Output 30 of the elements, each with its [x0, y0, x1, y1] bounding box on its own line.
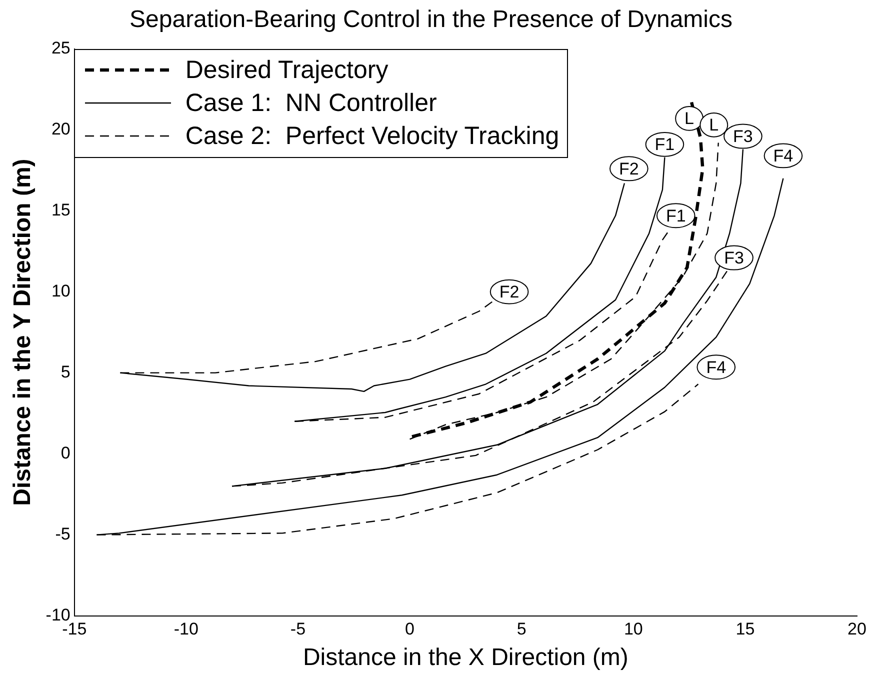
- x-axis-title: Distance in the X Direction (m): [302, 644, 628, 672]
- y-tick-label: 20: [51, 119, 70, 138]
- y-tick-label: 15: [51, 200, 70, 220]
- annotation: F3: [733, 126, 753, 146]
- annotation: F1: [654, 135, 675, 154]
- legend-label: Case 1: NN Controller: [185, 88, 437, 118]
- x-tick-label: -10: [174, 620, 198, 639]
- x-tick-label: 5: [516, 620, 526, 639]
- annotation: F4: [773, 146, 794, 166]
- x-tick-label: 15: [736, 620, 755, 639]
- chart-title: Separation-Bearing Control in the Presence of Dynamics: [130, 6, 732, 34]
- annotation: L: [709, 116, 719, 135]
- legend-label: Desired Trajectory: [185, 56, 388, 85]
- legend-label: Case 2: Perfect Velocity Tracking: [185, 122, 560, 151]
- x-tick-label: -5: [290, 620, 306, 639]
- x-tick-label: 20: [848, 620, 866, 639]
- annotation: F3: [724, 248, 744, 268]
- y-tick-label: 25: [51, 38, 70, 58]
- annotation: F2: [618, 159, 639, 178]
- annotation: F2: [499, 282, 520, 302]
- y-tick-label: 5: [60, 362, 70, 382]
- x-tick-label: 10: [624, 620, 643, 639]
- y-tick-label: 10: [51, 281, 70, 300]
- x-tick-label: 0: [405, 620, 415, 639]
- y-axis-title: Distance in the Y Direction (m): [9, 158, 36, 506]
- annotation: F1: [666, 206, 686, 226]
- annotation: F4: [706, 358, 726, 377]
- y-tick-label: 0: [60, 443, 70, 462]
- y-tick-label: -5: [55, 524, 70, 544]
- annotation: L: [684, 109, 694, 128]
